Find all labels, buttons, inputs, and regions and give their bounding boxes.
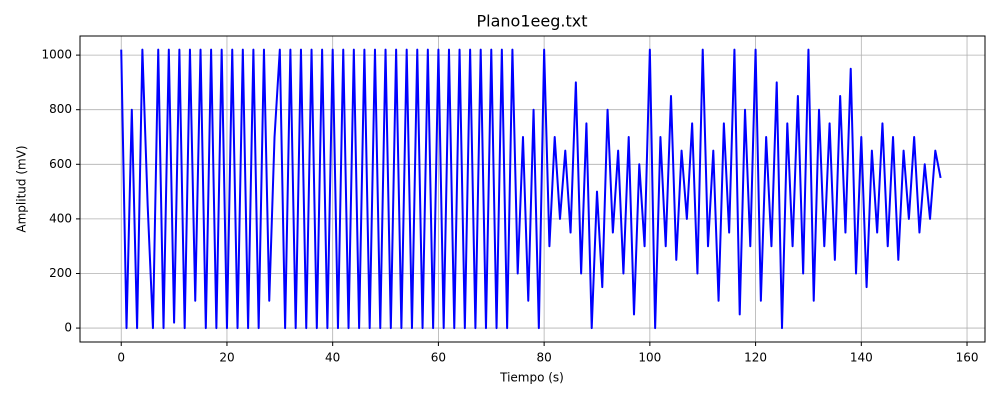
x-tick-label: 0 bbox=[117, 351, 125, 365]
y-tick-label: 200 bbox=[49, 266, 72, 280]
x-tick-label: 160 bbox=[956, 351, 979, 365]
x-tick-label: 40 bbox=[325, 351, 340, 365]
chart-title: Plano1eeg.txt bbox=[477, 12, 588, 31]
y-tick-label: 400 bbox=[49, 211, 72, 225]
signal-line bbox=[120, 48, 942, 330]
x-tick-label: 20 bbox=[219, 351, 234, 365]
y-tick-label: 0 bbox=[64, 321, 72, 335]
plot-frame bbox=[79, 35, 986, 343]
x-tick-label: 80 bbox=[536, 351, 551, 365]
x-tick-label: 60 bbox=[431, 351, 446, 365]
x-tick-label: 140 bbox=[850, 351, 873, 365]
x-axis-label: Tiempo (s) bbox=[499, 371, 564, 385]
y-tick-label: 1000 bbox=[41, 48, 72, 62]
y-tick-label: 600 bbox=[49, 157, 72, 171]
x-tick-label: 120 bbox=[744, 351, 767, 365]
y-axis-label: Amplitud (mV) bbox=[15, 145, 29, 232]
y-tick-label: 800 bbox=[49, 102, 72, 116]
x-tick-label: 100 bbox=[638, 351, 661, 365]
